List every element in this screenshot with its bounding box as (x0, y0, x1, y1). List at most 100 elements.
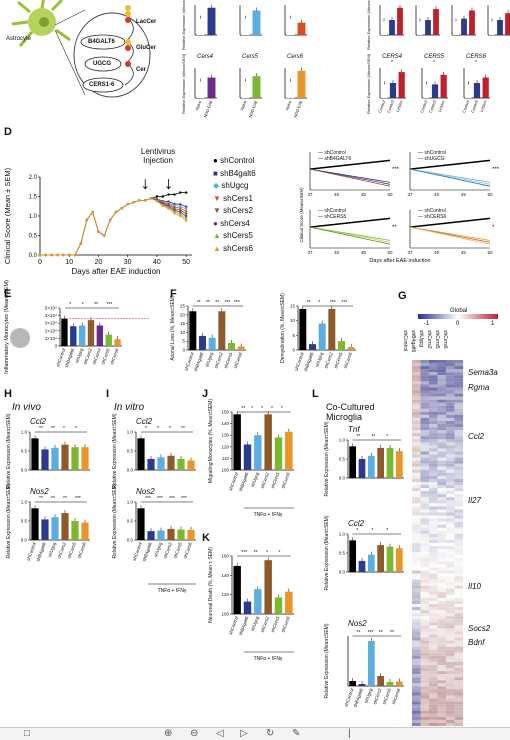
data-point (179, 210, 182, 214)
category-label: shCers6 (343, 351, 354, 369)
zoom-out-icon[interactable]: ⊖ (190, 728, 199, 739)
bar (377, 447, 385, 478)
heatmap-cell (420, 671, 430, 675)
heatmap-cell (429, 396, 438, 400)
heatmap-cell (446, 405, 455, 409)
heatmap-cell (420, 649, 430, 653)
significance-mark: * (371, 528, 373, 534)
category-label: Lesion (395, 100, 404, 113)
category-label: shControl (228, 616, 239, 636)
heatmap-cell (429, 536, 438, 540)
zoom-in-icon[interactable]: ⊕ (164, 728, 173, 739)
heatmap-cell (454, 478, 464, 483)
series-line (409, 159, 491, 170)
x-tick-label: 40 (434, 250, 440, 255)
data-point (79, 242, 83, 245)
heatmap-cell (454, 482, 464, 486)
heatmap-cell (446, 369, 455, 373)
heatmap-cell (412, 634, 421, 638)
heatmap-cell (446, 533, 455, 537)
data-point (179, 208, 182, 212)
square-icon[interactable]: □ (24, 728, 31, 739)
y-tick-label: 120 (221, 444, 229, 449)
heatmap-cell (429, 607, 438, 611)
heatmap-cell (429, 652, 438, 656)
significance-mark: *** (492, 167, 500, 173)
y-tick-label: 0.0 (339, 570, 346, 575)
heatmap-cell (454, 372, 464, 376)
category-label: shCers5 (100, 347, 111, 365)
y-axis-label: Neuronal Death (%, Mean ± SEM) (208, 547, 214, 623)
heatmap-cell (412, 494, 421, 498)
heatmap-cell (454, 457, 464, 461)
gene-label: CERS5 (424, 54, 445, 60)
heatmap-cell (454, 399, 464, 403)
legend-label: shB4galt6 (220, 168, 256, 178)
bar (114, 339, 121, 346)
next-icon[interactable]: ▷ (240, 728, 248, 739)
heatmap-cell (454, 625, 464, 629)
prev-icon[interactable]: ◁ (216, 728, 224, 739)
heatmap-cell (412, 372, 421, 376)
bar (386, 447, 394, 478)
rotate-icon[interactable]: ↻ (266, 728, 275, 739)
heatmap-cell (412, 363, 421, 367)
heatmap-cell (429, 427, 438, 431)
y-tick-label: 1.0 (127, 430, 134, 435)
heatmap-cell (446, 500, 455, 504)
heatmap-cell (454, 396, 464, 400)
heatmap-cell (412, 622, 421, 626)
heatmap-cell (454, 439, 464, 443)
heatmap-cell (429, 384, 438, 388)
panel-label-d: D (4, 126, 12, 138)
significance-mark: *** (181, 496, 187, 502)
heatmap-cell (420, 701, 430, 705)
significance-mark: ** (371, 434, 375, 440)
y-tick-label: 140 (221, 421, 229, 426)
heatmap-cell (454, 722, 464, 727)
heatmap-column-label: shB4galt6 (410, 330, 416, 353)
heatmap-cell (429, 704, 438, 708)
x-tick-label: 10 (65, 259, 73, 266)
heatmap-cell (437, 393, 447, 397)
heatmap-cell (420, 619, 430, 623)
heatmap-cell (429, 564, 438, 568)
significance-mark: *** (330, 300, 336, 306)
legend-item: ● shCers4 (213, 219, 250, 228)
bar (187, 460, 195, 470)
heatmap-cell (412, 555, 421, 559)
heatmap-cell (412, 576, 421, 580)
heatmap-cell (420, 378, 430, 382)
y-tick-label: 0.5 (21, 519, 28, 524)
heatmap-cell (429, 417, 438, 422)
heatmap-cell (420, 366, 430, 370)
heatmap-cell (446, 625, 455, 629)
heatmap-cell (446, 417, 455, 422)
heatmap-cell (454, 442, 464, 446)
heatmap-cell (437, 695, 447, 699)
y-tick-label: 5 (292, 333, 295, 338)
heatmap-cell (454, 512, 464, 516)
heatmap-cell (412, 692, 421, 696)
heatmap-cell (454, 530, 464, 534)
heatmap-cell (429, 482, 438, 486)
heatmap-cell (446, 649, 455, 653)
heatmap-cell (437, 363, 447, 367)
heatmap-cell (412, 381, 421, 385)
bar (358, 560, 366, 572)
heatmap-cell (454, 680, 464, 684)
heatmap-cell (446, 530, 455, 534)
significance-mark: *** (368, 630, 374, 636)
heatmap-cell (454, 485, 464, 489)
heatmap-cell (412, 421, 421, 425)
bar (453, 21, 459, 35)
data-point (179, 214, 182, 218)
heatmap-cell (437, 472, 447, 476)
heatmap-cell (437, 503, 447, 507)
data-point (167, 193, 170, 196)
heatmap-cell (412, 671, 421, 675)
bar (264, 560, 272, 614)
heatmap-cell (420, 485, 430, 489)
edit-icon[interactable]: ✎ (292, 728, 301, 739)
heatmap-cell (437, 475, 447, 479)
